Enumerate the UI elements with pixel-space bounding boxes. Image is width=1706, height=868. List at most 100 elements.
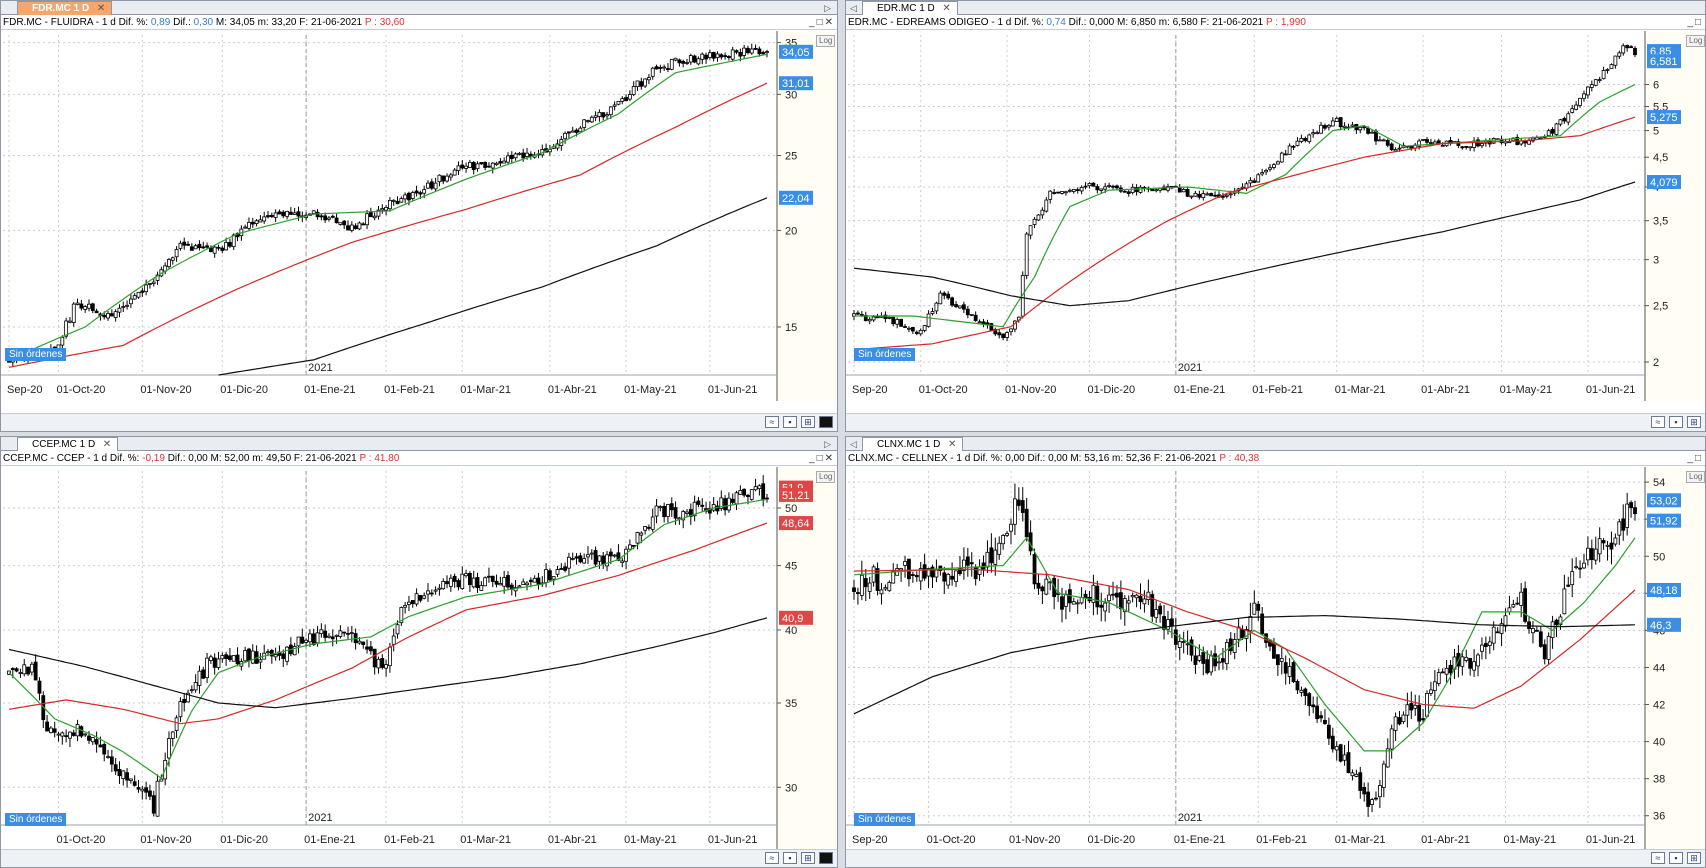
close-icon[interactable]: ✕ bbox=[102, 439, 112, 450]
scroll-left-icon[interactable]: ◁ bbox=[850, 439, 857, 449]
candle-body bbox=[1217, 661, 1221, 664]
wave-icon[interactable]: ≈ bbox=[765, 416, 779, 428]
sin-ordenes-badge: Sin órdenes bbox=[854, 813, 916, 826]
tab-clnx[interactable]: CLNX.MC 1 D ✕ bbox=[862, 437, 964, 451]
candle-body bbox=[1389, 728, 1394, 750]
candle-body bbox=[1213, 194, 1217, 197]
candle-body bbox=[1287, 666, 1292, 677]
candle-body bbox=[934, 302, 939, 312]
scroll-left-icon[interactable]: ◁ bbox=[850, 3, 857, 13]
candle-body bbox=[300, 636, 305, 644]
candle-body bbox=[1095, 186, 1100, 191]
candle-body bbox=[1625, 45, 1630, 49]
layout-icon[interactable]: ⊞ bbox=[801, 416, 815, 428]
candle-body bbox=[1605, 544, 1610, 547]
candle-body bbox=[1558, 616, 1563, 625]
candle-body bbox=[1024, 233, 1029, 276]
candle-body bbox=[45, 721, 49, 732]
color-swatch-icon[interactable] bbox=[819, 852, 833, 864]
candle-body bbox=[1032, 553, 1037, 585]
candle-body bbox=[1221, 658, 1225, 663]
candle-body bbox=[1326, 125, 1331, 128]
wave-icon[interactable]: ≈ bbox=[1651, 416, 1665, 428]
candle-body bbox=[266, 651, 270, 654]
candle-body bbox=[1107, 185, 1112, 187]
candle-body bbox=[1582, 562, 1586, 569]
candle-body bbox=[616, 100, 621, 105]
candle-body bbox=[1111, 185, 1115, 188]
save-icon[interactable]: ▪ bbox=[783, 416, 797, 428]
candle-body bbox=[422, 595, 427, 599]
scroll-right-icon[interactable]: ▷ bbox=[824, 439, 831, 449]
scroll-right-icon[interactable]: ▷ bbox=[824, 3, 831, 13]
candle-body bbox=[292, 646, 297, 656]
close-icon[interactable]: ✕ bbox=[96, 3, 106, 14]
candle-body bbox=[71, 732, 76, 736]
candle-body bbox=[384, 664, 388, 669]
window-controls-icon[interactable]: _□✕ bbox=[809, 17, 835, 28]
candle-body bbox=[125, 772, 129, 781]
log-toggle[interactable]: Log bbox=[1686, 35, 1705, 47]
candle-body bbox=[681, 511, 686, 521]
price-chart[interactable]: 30 35 40 45 50 01-Oct-20 01-Nov-20 01-Dic-20 01-… bbox=[1, 467, 837, 851]
candle-body bbox=[883, 314, 888, 320]
max-label: M: bbox=[210, 453, 222, 464]
candle-body bbox=[1362, 786, 1367, 795]
candle-body bbox=[384, 206, 388, 211]
candle-body bbox=[388, 646, 392, 667]
window-controls-icon[interactable]: _□✕ bbox=[809, 453, 835, 464]
window-controls-icon[interactable]: _□ bbox=[1687, 17, 1703, 28]
candle-body bbox=[1122, 190, 1127, 193]
wave-icon[interactable]: ≈ bbox=[765, 852, 779, 864]
candle-body bbox=[899, 568, 903, 571]
log-toggle[interactable]: Log bbox=[816, 35, 836, 47]
candle-body bbox=[201, 246, 206, 249]
candle-body bbox=[1334, 117, 1339, 122]
wave-icon[interactable]: ≈ bbox=[1651, 852, 1665, 864]
tab-ccep[interactable]: CCEP.MC 1 D ✕ bbox=[17, 437, 119, 451]
layout-icon[interactable]: ⊞ bbox=[1687, 416, 1701, 428]
y-tick-label: 45 bbox=[785, 561, 797, 573]
log-toggle[interactable]: Log bbox=[816, 471, 836, 483]
candle-body bbox=[178, 242, 183, 249]
candle-body bbox=[128, 778, 133, 781]
series-line-ma_short bbox=[854, 83, 1636, 328]
candle-body bbox=[547, 149, 552, 153]
dif-pct-value: 0,00 bbox=[1005, 453, 1025, 464]
y-tick-label: 42 bbox=[1653, 700, 1665, 712]
p-label: P : bbox=[364, 17, 377, 28]
layout-icon[interactable]: ⊞ bbox=[801, 852, 815, 864]
price-tag-label: 34,05 bbox=[782, 47, 810, 59]
log-toggle[interactable]: Log bbox=[1686, 471, 1705, 483]
candle-body bbox=[521, 152, 526, 159]
window-controls-icon[interactable]: _□ bbox=[1687, 453, 1703, 464]
save-icon[interactable]: ▪ bbox=[1669, 416, 1683, 428]
close-icon[interactable]: ✕ bbox=[942, 3, 951, 14]
tab-fdr[interactable]: FDR.MC 1 D ✕ bbox=[17, 1, 113, 15]
price-chart[interactable]: 36384042444648505254Sep-2001-Oct-2001-No… bbox=[846, 467, 1705, 851]
x-tick-label: 01-Jun-21 bbox=[708, 384, 758, 396]
series-line-ma_short bbox=[853, 536, 1636, 752]
tab-edr[interactable]: EDR.MC 1 D ✕ bbox=[862, 1, 958, 15]
layout-icon[interactable]: ⊞ bbox=[1687, 852, 1701, 864]
candle-body bbox=[87, 735, 91, 741]
candle-body bbox=[1609, 542, 1614, 550]
candle-body bbox=[727, 56, 731, 59]
candle-body bbox=[856, 592, 860, 594]
candle-body bbox=[231, 234, 236, 248]
candle-body bbox=[738, 490, 743, 495]
color-swatch-icon[interactable] bbox=[819, 416, 833, 428]
candle-body bbox=[178, 701, 183, 718]
candle-body bbox=[182, 241, 187, 246]
candle-body bbox=[761, 483, 766, 501]
price-chart[interactable]: 22,533,544,555,56Sep-2001-Oct-2001-Nov-2… bbox=[846, 31, 1705, 401]
close-icon[interactable]: ✕ bbox=[947, 439, 957, 450]
save-icon[interactable]: ▪ bbox=[783, 852, 797, 864]
candle-body bbox=[578, 127, 583, 133]
candle-body bbox=[349, 224, 354, 231]
candle-body bbox=[627, 544, 632, 550]
candle-body bbox=[985, 551, 990, 568]
candle-body bbox=[1625, 503, 1630, 528]
save-icon[interactable]: ▪ bbox=[1669, 852, 1683, 864]
